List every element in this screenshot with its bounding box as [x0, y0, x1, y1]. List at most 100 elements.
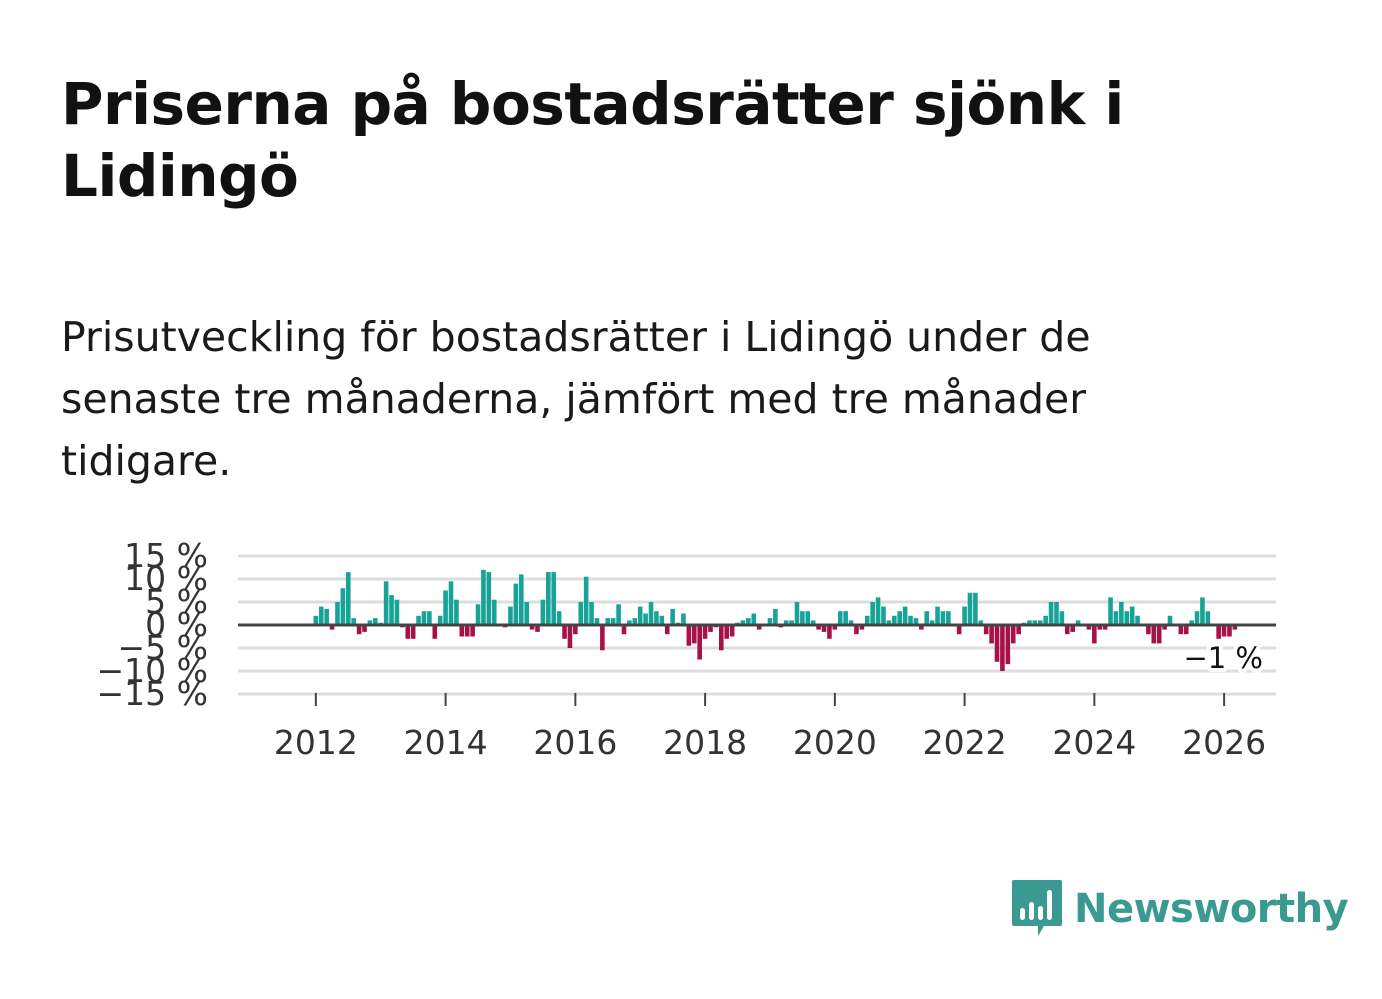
bar [632, 618, 638, 625]
bar [578, 602, 584, 625]
bar [800, 611, 805, 625]
bar [1000, 625, 1005, 671]
bar [794, 602, 800, 625]
bar [659, 615, 665, 625]
bar [1108, 597, 1113, 625]
bar [913, 618, 919, 625]
bar [767, 618, 773, 625]
bar [740, 620, 746, 625]
bar [1037, 620, 1043, 625]
y-tick-label: 15 % [124, 536, 208, 575]
bar [443, 590, 448, 625]
bar [848, 620, 854, 625]
bar [416, 615, 421, 625]
bar [908, 615, 913, 625]
bar [875, 597, 881, 625]
bar [535, 625, 540, 632]
y-tick-label: −15 % [97, 674, 209, 713]
bar [1129, 606, 1135, 625]
annotation: −1 % [1179, 637, 1267, 679]
bar [1156, 625, 1162, 644]
bar [589, 602, 594, 625]
bar [362, 625, 367, 632]
bar [627, 620, 632, 625]
bar [864, 615, 870, 625]
bar [891, 615, 897, 625]
bar [886, 620, 892, 625]
bar [529, 625, 535, 630]
bar [356, 625, 362, 635]
bar [994, 625, 1000, 662]
bar [583, 576, 589, 625]
bar [551, 572, 557, 625]
x-axis: 2012 2014 2016 2018 2020 2022 2024 2026 [274, 693, 1266, 762]
x-tick-label: 2016 [533, 723, 617, 762]
bar [410, 625, 416, 639]
bar [454, 599, 459, 625]
bar [1135, 615, 1140, 625]
bar [1092, 625, 1097, 644]
chart-subtitle: Prisutveckling för bostadsrätter i Lidin… [61, 313, 1091, 485]
y-tick-label: −10 % [97, 651, 209, 690]
bar [729, 625, 735, 637]
bar [335, 602, 340, 625]
x-tick-label: 2026 [1182, 723, 1266, 762]
bar [1151, 625, 1157, 644]
y-tick-label: 10 % [124, 559, 208, 598]
bar [816, 625, 821, 630]
bar [540, 599, 546, 625]
bar [491, 599, 497, 625]
bar [1027, 620, 1032, 625]
bar [313, 615, 319, 625]
bar [616, 604, 621, 625]
bar [637, 606, 643, 625]
bar [389, 595, 394, 625]
bar [870, 602, 875, 625]
bar [773, 608, 778, 625]
x-tick-label: 2014 [404, 723, 488, 762]
bar [940, 611, 946, 625]
bar [983, 625, 989, 635]
bar [751, 613, 757, 625]
bar [648, 602, 654, 625]
y-tick-label: 0 % [145, 605, 208, 644]
bar [345, 572, 351, 625]
bar [367, 620, 373, 625]
bar [697, 625, 702, 660]
bar [1221, 625, 1227, 637]
bar [746, 618, 751, 625]
bar [989, 625, 994, 644]
bar [843, 611, 848, 625]
bar [518, 574, 524, 625]
bar [459, 625, 465, 637]
bar [1043, 615, 1048, 625]
bar [373, 618, 378, 625]
bar [643, 613, 648, 625]
bars [313, 569, 1238, 671]
x-tick-label: 2012 [274, 723, 358, 762]
bar [854, 625, 859, 635]
bar [1124, 611, 1130, 625]
bar [1146, 625, 1151, 635]
bar [1194, 611, 1200, 625]
bar [664, 625, 670, 635]
bar [567, 625, 573, 648]
bar [702, 625, 708, 639]
bar [902, 606, 908, 625]
bar [783, 620, 789, 625]
bar [789, 620, 794, 625]
bar [821, 625, 827, 632]
bar [486, 572, 492, 625]
bar [724, 625, 730, 639]
bar [508, 606, 513, 625]
bar [1102, 625, 1108, 630]
bar [318, 606, 324, 625]
bar [1113, 611, 1119, 625]
bar [681, 613, 686, 625]
bar [919, 625, 924, 630]
bar [897, 611, 902, 625]
bar [1200, 597, 1205, 625]
bar [881, 606, 886, 625]
bar [756, 625, 762, 630]
x-tick-label: 2022 [923, 723, 1007, 762]
